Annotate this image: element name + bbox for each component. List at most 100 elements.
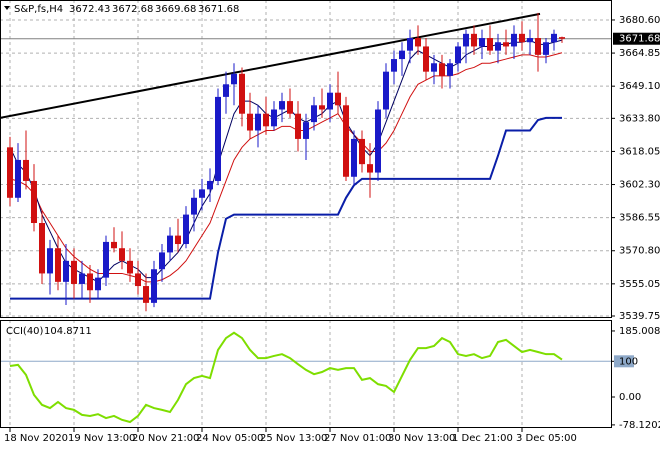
candle-body	[79, 273, 85, 284]
candle-body	[559, 37, 565, 39]
candle-body	[407, 38, 413, 51]
candle-body	[439, 63, 445, 76]
candle-body	[31, 180, 37, 223]
candle-body	[167, 235, 173, 253]
y-tick-label: 3586.55	[619, 213, 660, 224]
candle-body	[263, 113, 269, 127]
x-tick-label: 24 Nov 05:00	[196, 433, 263, 444]
ohlc-close: 3671.68	[198, 4, 239, 15]
cci-tick-label: 185.008	[619, 326, 660, 337]
candle-body	[143, 286, 149, 303]
y-tick-label: 3570.80	[619, 246, 660, 257]
candle-body	[175, 235, 181, 245]
candle-body	[543, 42, 549, 55]
candle-body	[423, 46, 429, 72]
x-tick-label: 20 Nov 21:00	[132, 433, 199, 444]
slow-ma	[9, 52, 563, 283]
candle-body	[231, 73, 237, 85]
candle-body	[7, 147, 13, 198]
candle-body	[375, 109, 381, 173]
candle-body	[431, 63, 437, 72]
candle-body	[287, 101, 293, 114]
candle-body	[551, 33, 557, 43]
cci-value: 104.8711	[44, 326, 92, 337]
candle-body	[183, 214, 189, 245]
candle-body	[191, 197, 197, 215]
candle-body	[343, 105, 349, 177]
candle-body	[311, 105, 317, 123]
support-line	[10, 116, 562, 300]
candle-body	[159, 252, 165, 270]
y-tick-label: 3618.05	[619, 146, 660, 157]
cci-name: CCI(40)	[6, 326, 44, 337]
cci-frame	[0, 320, 612, 428]
candle-body	[303, 122, 309, 139]
candle-body	[255, 113, 261, 131]
candle-body	[39, 222, 45, 274]
price-label-box	[613, 32, 660, 45]
price-label: 3671.68	[619, 34, 660, 45]
candle-body	[119, 248, 125, 261]
candle-body	[239, 73, 245, 114]
candle-body	[527, 38, 533, 43]
candle-body	[455, 46, 461, 64]
candle-body	[127, 260, 133, 274]
candle-body	[327, 92, 333, 110]
candle-body	[223, 84, 229, 97]
candle-body	[279, 101, 285, 110]
x-tick-label: 25 Nov 13:00	[260, 433, 327, 444]
candle-body	[207, 180, 213, 190]
trend-line	[0, 12, 541, 119]
candle-body	[391, 59, 397, 72]
candle-body	[271, 109, 277, 127]
candle-body	[335, 92, 341, 106]
candle-body	[135, 273, 141, 287]
symbol: S&P,fs,H4	[14, 4, 63, 15]
candle-body	[359, 138, 365, 165]
y-tick-label: 3555.05	[619, 279, 660, 290]
level-label-box	[614, 355, 634, 368]
candle-body	[295, 113, 301, 139]
x-tick-label: 18 Nov 2020	[4, 433, 68, 444]
candle-body	[399, 50, 405, 60]
plot	[0, 12, 565, 424]
candle-body	[463, 33, 469, 47]
cci-line	[9, 331, 563, 424]
candle-body	[103, 241, 109, 278]
candle-body	[23, 159, 29, 181]
x-tick-label: 19 Nov 13:00	[68, 433, 135, 444]
cci-tick-label: -78.1202	[619, 420, 660, 431]
y-tick-label: 3664.85	[619, 48, 660, 59]
y-tick-label: 3539.75	[619, 311, 660, 322]
y-tick-label: 3680.60	[619, 15, 660, 26]
cci-tick-label: 0.00	[619, 392, 641, 403]
ohlc-low: 3669.68	[155, 4, 196, 15]
ohlc-open: 3672.43	[69, 4, 110, 15]
candle-body	[87, 273, 93, 291]
y-tick-label: 3649.10	[619, 81, 660, 92]
candle-body	[503, 42, 509, 47]
ohlc-high: 3672.68	[112, 4, 153, 15]
y-tick-label: 3602.30	[619, 180, 660, 191]
candle-body	[511, 33, 517, 47]
y-tick-label: 3633.80	[619, 113, 660, 124]
menu-arrow[interactable]	[4, 6, 10, 10]
candle-body	[487, 38, 493, 51]
x-tick-label: 1 Dec 21:00	[452, 433, 513, 444]
candle-body	[95, 277, 101, 291]
candle-body	[247, 113, 253, 131]
fast-ma	[9, 39, 563, 283]
candle-body	[415, 38, 421, 47]
candle-body	[471, 33, 477, 47]
candle-body	[367, 164, 373, 173]
candle-body	[351, 138, 357, 177]
candle-body	[519, 33, 525, 43]
candle-body	[215, 96, 221, 181]
candle-body	[47, 248, 53, 274]
candle-body	[495, 42, 501, 51]
candle-body	[15, 159, 21, 198]
candle-body	[479, 38, 485, 47]
cci-tick-label: 100	[619, 356, 638, 367]
candle-body	[447, 63, 453, 76]
candle-body	[319, 105, 325, 110]
